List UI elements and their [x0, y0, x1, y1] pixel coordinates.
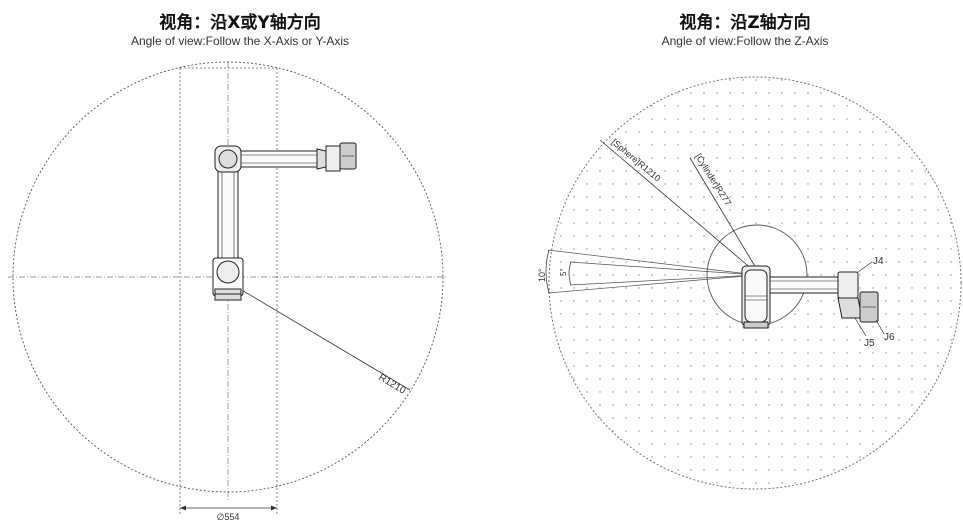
right-view-subtitle: Angle of view:Follow the Z-Axis [661, 34, 829, 48]
j6-leader [875, 319, 885, 335]
sphere-radius-leader [599, 139, 754, 271]
right-robot-arm [741, 265, 879, 329]
j4-leader [857, 261, 873, 273]
angle-ray-5-upper [569, 261, 758, 276]
angle-5-label: 5° [559, 268, 568, 276]
left-diameter-label: ∅554 [217, 512, 240, 522]
left-radius-label: R1210 [376, 372, 407, 397]
left-radius-leader [239, 288, 411, 391]
right-view-title: 视角：沿Z轴方向 [679, 13, 811, 33]
angle-arc-5 [568, 261, 572, 286]
left-robot-arm [212, 142, 357, 301]
left-view-subtitle: Angle of view:Follow the X-Axis or Y-Axi… [130, 34, 350, 48]
angle-ray-5-lower [569, 274, 758, 286]
joint-label-j6: J6 [884, 332, 895, 343]
angle-10-label: 10° [537, 268, 547, 282]
joint-label-j5: J5 [864, 338, 875, 349]
angle-ray-10-upper [547, 249, 758, 276]
right-view: 10° 5° [Sphere]R1210 [Cylinder]R277 [537, 76, 962, 490]
angle-arc-10 [545, 249, 550, 294]
left-view-title: 视角：沿X或Y轴方向 [159, 13, 321, 33]
left-view: ∅554 R1210 [8, 61, 448, 522]
joint-label-j4: J4 [873, 256, 884, 267]
angle-ray-10-lower [547, 274, 758, 294]
left-diameter-dimension [180, 505, 277, 511]
cylinder-radius-leader [689, 157, 757, 269]
j5-leader [854, 317, 867, 337]
